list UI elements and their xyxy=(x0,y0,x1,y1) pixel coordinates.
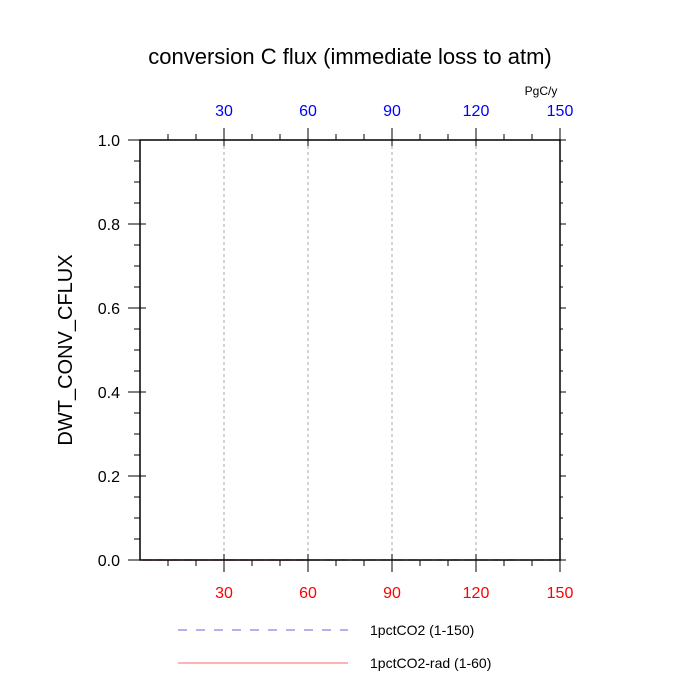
y-tick-label: 1.0 xyxy=(98,133,120,150)
axis-tick-labels: 30 30 60 60 90 90 120 120 150 150 0.0 0.2 0.4 0.6 0.8 1… xyxy=(98,103,574,602)
legend-label-1: 1pctCO2 (1-150) xyxy=(370,622,474,638)
x-tick-label-bottom: 120 xyxy=(463,585,490,602)
x-tick-label-bottom: 90 xyxy=(383,585,401,602)
plot-frame xyxy=(139,139,561,561)
top-axis-unit: PgC/y xyxy=(525,84,558,98)
x-tick-label-bottom: 150 xyxy=(547,585,574,602)
x-tick-label-top: 90 xyxy=(383,103,401,120)
grid-lines xyxy=(223,140,477,560)
chart-title: conversion C flux (immediate loss to atm… xyxy=(148,44,551,69)
y-tick-label: 0.6 xyxy=(98,301,120,318)
legend-label-2: 1pctCO2-rad (1-60) xyxy=(370,655,491,671)
y-tick-label: 0.4 xyxy=(98,385,120,402)
axis-ticks xyxy=(128,128,566,572)
x-tick-label-top: 30 xyxy=(215,103,233,120)
y-tick-label: 0.0 xyxy=(98,553,120,570)
y-tick-label: 0.8 xyxy=(98,217,120,234)
legend: 1pctCO2 (1-150) 1pctCO2-rad (1-60) xyxy=(178,622,491,671)
x-tick-label-top: 60 xyxy=(299,103,317,120)
x-tick-label-bottom: 30 xyxy=(215,585,233,602)
x-tick-label-top: 120 xyxy=(463,103,490,120)
x-tick-label-top: 150 xyxy=(547,103,574,120)
x-tick-label-bottom: 60 xyxy=(299,585,317,602)
y-axis-label: DWT_CONV_CFLUX xyxy=(55,254,77,445)
y-tick-label: 0.2 xyxy=(98,469,120,486)
